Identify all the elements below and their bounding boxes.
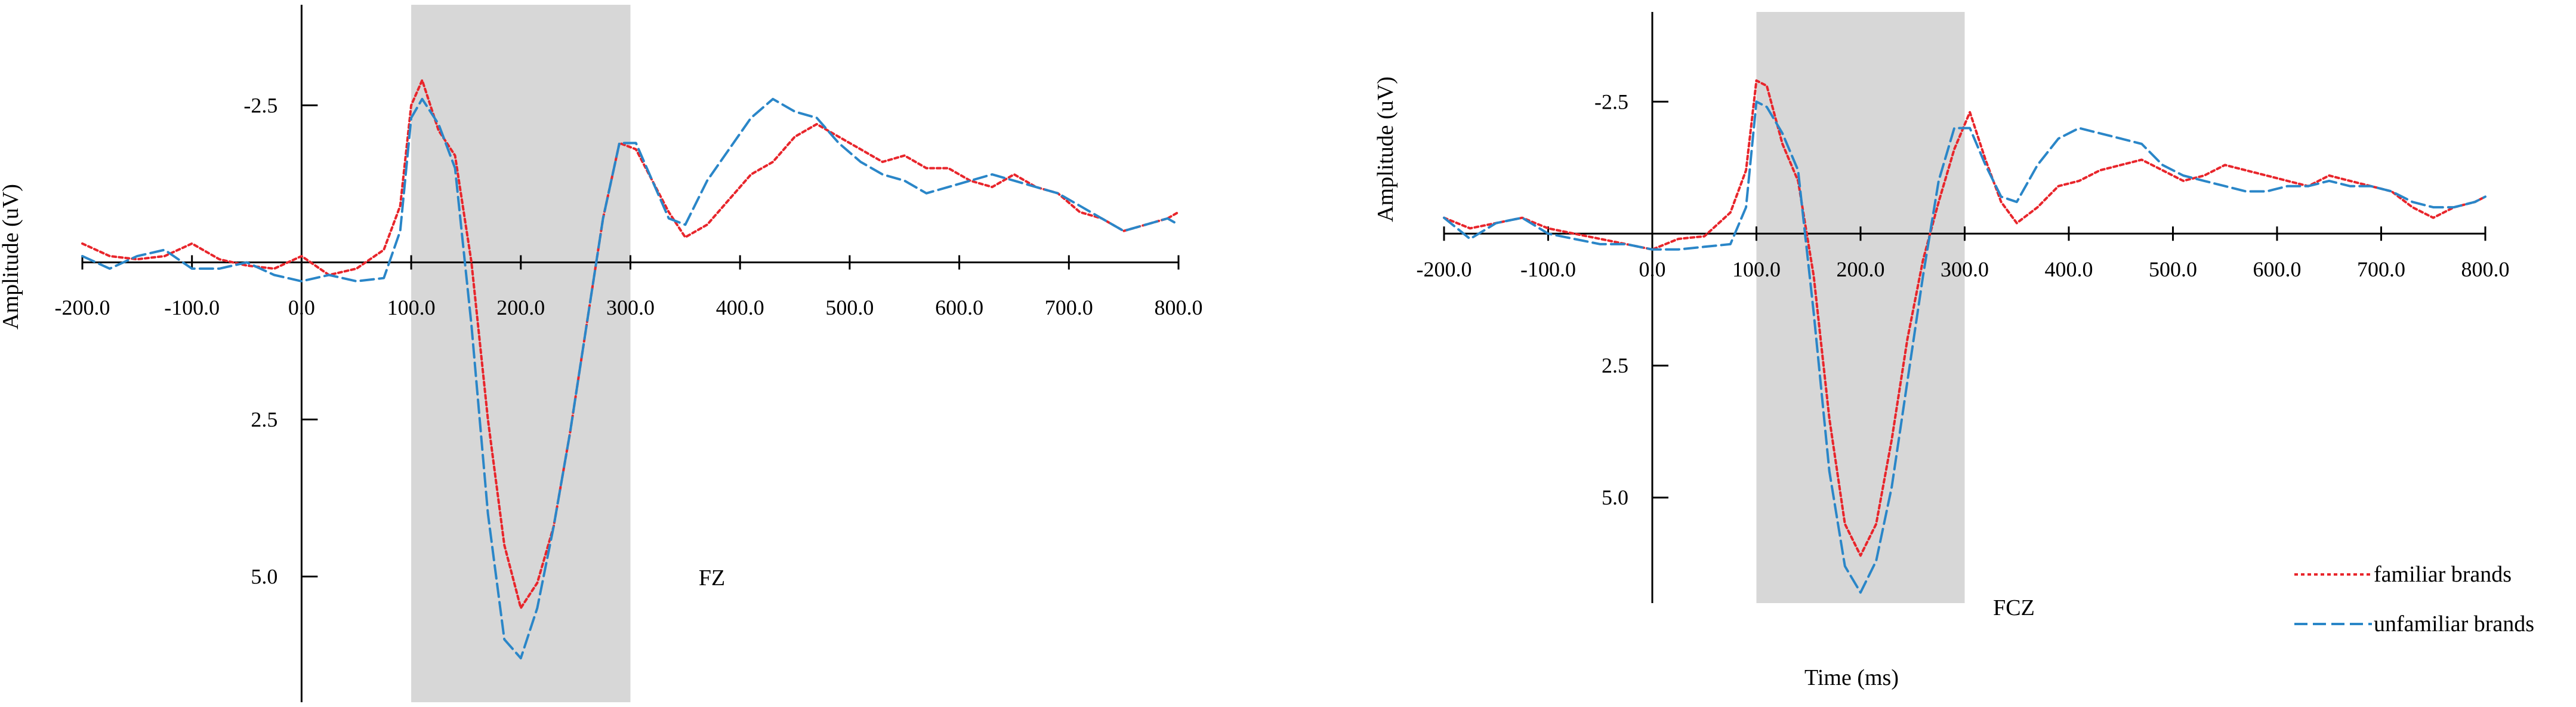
x-tick-label: 700.0 — [2357, 257, 2405, 281]
unfamiliar-brands-line — [1443, 100, 2486, 594]
y-axis-label: Amplitude (uV) — [0, 184, 23, 330]
shaded-window — [411, 5, 631, 702]
x-tick-label: 400.0 — [716, 296, 764, 319]
unfamiliar-brands-line — [81, 97, 1180, 660]
x-tick-label: 200.0 — [496, 296, 545, 319]
x-tick-label: 600.0 — [935, 296, 983, 319]
y-tick-label: 2.5 — [1602, 354, 1628, 377]
fz-panel: -200.0 -100.0 0.0 100.0 200.0 300.0 400.0 500.0… — [0, 5, 1203, 702]
x-tick-label: 400.0 — [2045, 257, 2093, 281]
x-axis-label: Time (ms) — [1804, 665, 1899, 690]
x-tick-label: 500.0 — [2149, 257, 2197, 281]
x-tick-label: 100.0 — [387, 296, 436, 319]
x-tick-label: 600.0 — [2253, 257, 2302, 281]
x-tick-label: 300.0 — [1941, 257, 1989, 281]
familiar-brands-line — [81, 79, 1180, 610]
x-tick-label: 800.0 — [1155, 296, 1203, 319]
legend-label-familiar: familiar brands — [2374, 562, 2512, 587]
y-tick-label: -2.5 — [243, 93, 277, 117]
panel-label: FCZ — [1993, 595, 2035, 620]
legend-label-unfamiliar: unfamiliar brands — [2374, 611, 2534, 637]
x-tick-label: -200.0 — [55, 296, 110, 319]
x-tick-label: 300.0 — [606, 296, 655, 319]
x-tick-label: 700.0 — [1045, 296, 1093, 319]
x-tick-label: 500.0 — [825, 296, 874, 319]
panel-label: FZ — [699, 565, 725, 591]
fcz-panel: -200.0 -100.0 0.0 100.0 200.0 300.0 400.0 500.0… — [1373, 12, 2510, 690]
x-tick-label: 800.0 — [2461, 257, 2510, 281]
x-tick-label: 0.0 — [1639, 257, 1666, 281]
shaded-window — [1756, 12, 1965, 603]
y-axis-label: Amplitude (uV) — [1373, 76, 1398, 222]
x-tick-label: -100.0 — [1520, 257, 1576, 281]
y-tick-label: 5.0 — [251, 565, 277, 589]
x-tick-label: 200.0 — [1837, 257, 1885, 281]
y-tick-label: -2.5 — [1594, 90, 1628, 113]
x-tick-label: 0.0 — [288, 296, 315, 319]
y-tick-label: 2.5 — [251, 407, 277, 431]
y-tick-label: 5.0 — [1602, 485, 1628, 509]
x-tick-label: -200.0 — [1417, 257, 1472, 281]
x-tick-label: -100.0 — [164, 296, 220, 319]
x-tick-label: 100.0 — [1732, 257, 1781, 281]
legend: familiar brands unfamiliar brands — [2294, 562, 2534, 637]
